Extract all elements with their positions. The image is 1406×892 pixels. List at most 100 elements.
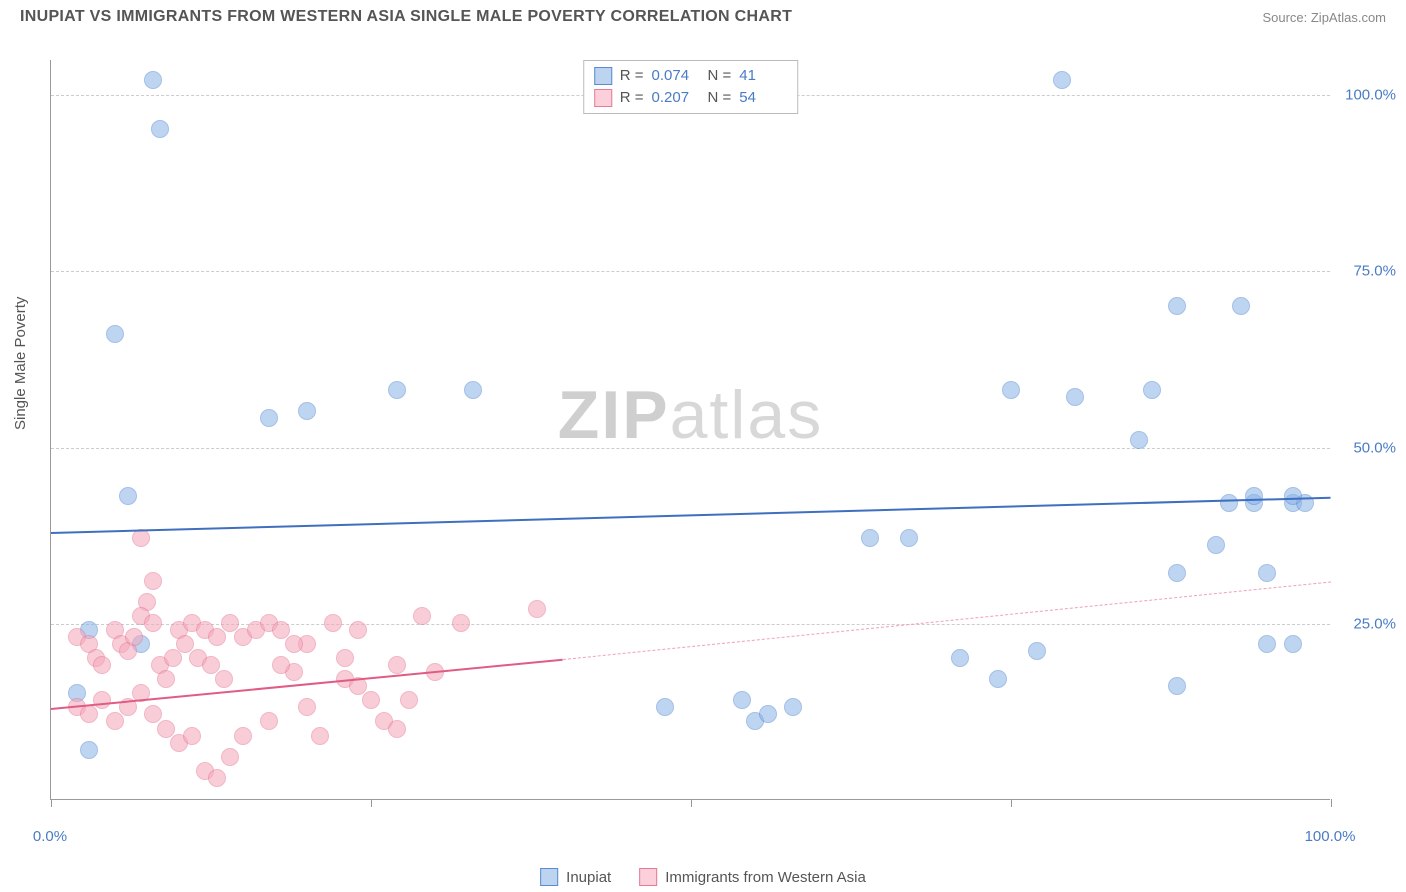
data-point	[388, 656, 406, 674]
data-point	[336, 649, 354, 667]
legend-swatch	[594, 67, 612, 85]
data-point	[1207, 536, 1225, 554]
x-tick	[691, 799, 692, 807]
x-tick	[1331, 799, 1332, 807]
n-value: 41	[739, 65, 787, 87]
data-point	[784, 698, 802, 716]
legend-swatch	[639, 868, 657, 886]
data-point	[298, 402, 316, 420]
y-axis-label: Single Male Poverty	[12, 297, 29, 430]
trend-line	[51, 497, 1331, 534]
data-point	[324, 614, 342, 632]
x-tick-label: 0.0%	[33, 828, 67, 845]
legend-item: Immigrants from Western Asia	[639, 868, 866, 886]
data-point	[349, 621, 367, 639]
legend-row: R = 0.207 N = 54	[594, 87, 788, 109]
data-point	[362, 691, 380, 709]
y-tick-label: 100.0%	[1345, 87, 1396, 104]
legend-label: Immigrants from Western Asia	[665, 869, 866, 886]
data-point	[452, 614, 470, 632]
x-tick	[371, 799, 372, 807]
data-point	[528, 600, 546, 618]
data-point	[1284, 487, 1302, 505]
data-point	[1066, 388, 1084, 406]
data-point	[144, 71, 162, 89]
trend-line	[563, 582, 1331, 661]
data-point	[93, 691, 111, 709]
data-point	[388, 381, 406, 399]
correlation-legend: R = 0.074 N = 41 R = 0.207 N = 54	[583, 60, 799, 114]
y-tick-label: 50.0%	[1353, 439, 1396, 456]
data-point	[1284, 635, 1302, 653]
r-label: R =	[620, 65, 644, 87]
data-point	[656, 698, 674, 716]
gridline	[51, 624, 1330, 625]
source-attribution: Source: ZipAtlas.com	[1262, 10, 1386, 25]
data-point	[132, 529, 150, 547]
data-point	[1245, 487, 1263, 505]
data-point	[106, 325, 124, 343]
r-value: 0.207	[652, 87, 700, 109]
data-point	[93, 656, 111, 674]
data-point	[1002, 381, 1020, 399]
data-point	[80, 741, 98, 759]
data-point	[144, 572, 162, 590]
data-point	[1053, 71, 1071, 89]
n-value: 54	[739, 87, 787, 109]
legend-item: Inupiat	[540, 868, 611, 886]
r-value: 0.074	[652, 65, 700, 87]
data-point	[298, 698, 316, 716]
data-point	[1028, 642, 1046, 660]
data-point	[1168, 564, 1186, 582]
data-point	[183, 727, 201, 745]
data-point	[106, 712, 124, 730]
data-point	[1232, 297, 1250, 315]
series-legend: Inupiat Immigrants from Western Asia	[540, 868, 866, 886]
data-point	[413, 607, 431, 625]
data-point	[900, 529, 918, 547]
data-point	[1130, 431, 1148, 449]
data-point	[119, 487, 137, 505]
data-point	[464, 381, 482, 399]
data-point	[221, 748, 239, 766]
data-point	[215, 670, 233, 688]
x-tick	[1011, 799, 1012, 807]
data-point	[157, 670, 175, 688]
data-point	[208, 769, 226, 787]
title-bar: INUPIAT VS IMMIGRANTS FROM WESTERN ASIA …	[0, 0, 1406, 30]
data-point	[1143, 381, 1161, 399]
data-point	[272, 656, 290, 674]
n-label: N =	[708, 87, 732, 109]
r-label: R =	[620, 87, 644, 109]
data-point	[861, 529, 879, 547]
data-point	[1168, 677, 1186, 695]
data-point	[144, 614, 162, 632]
data-point	[125, 628, 143, 646]
data-point	[208, 628, 226, 646]
n-label: N =	[708, 65, 732, 87]
data-point	[1168, 297, 1186, 315]
legend-swatch	[594, 89, 612, 107]
data-point	[151, 120, 169, 138]
data-point	[1258, 564, 1276, 582]
data-point	[80, 705, 98, 723]
data-point	[733, 691, 751, 709]
watermark: ZIPatlas	[558, 376, 823, 454]
data-point	[951, 649, 969, 667]
data-point	[388, 720, 406, 738]
gridline	[51, 271, 1330, 272]
legend-swatch	[540, 868, 558, 886]
x-tick-label: 100.0%	[1305, 828, 1356, 845]
data-point	[234, 727, 252, 745]
chart-title: INUPIAT VS IMMIGRANTS FROM WESTERN ASIA …	[20, 8, 792, 26]
data-point	[285, 635, 303, 653]
data-point	[311, 727, 329, 745]
data-point	[260, 712, 278, 730]
data-point	[400, 691, 418, 709]
data-point	[1258, 635, 1276, 653]
data-point	[260, 409, 278, 427]
x-tick	[51, 799, 52, 807]
y-tick-label: 25.0%	[1353, 615, 1396, 632]
data-point	[1220, 494, 1238, 512]
data-point	[164, 649, 182, 667]
